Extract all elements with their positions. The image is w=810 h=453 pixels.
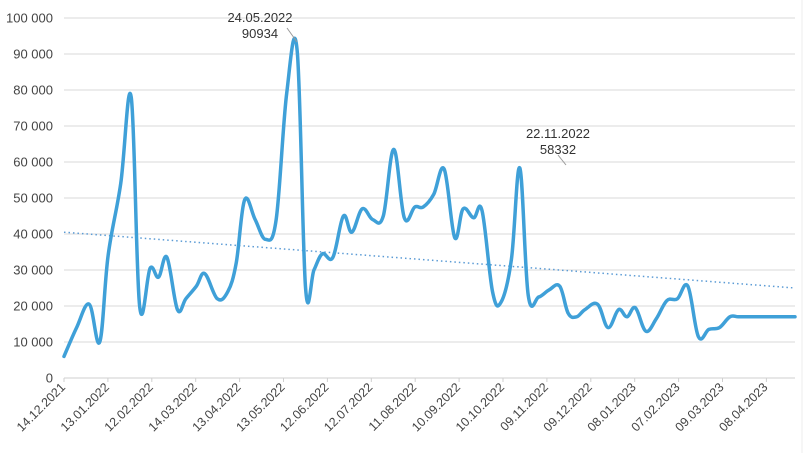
y-tick-label: 0 bbox=[46, 371, 53, 386]
y-tick-label: 90 000 bbox=[13, 47, 53, 62]
y-tick-label: 80 000 bbox=[13, 83, 53, 98]
y-tick-label: 30 000 bbox=[13, 263, 53, 278]
data-series-line bbox=[62, 36, 797, 359]
annotation-leader-2 bbox=[557, 154, 567, 166]
annotations: 24.05.2022 90934 22.11.2022 58332 bbox=[227, 10, 590, 166]
annotation-leader-1 bbox=[286, 27, 298, 43]
annotation-date-2: 22.11.2022 bbox=[526, 126, 590, 141]
y-tick-label: 50 000 bbox=[13, 191, 53, 206]
y-tick-label: 40 000 bbox=[13, 227, 53, 242]
y-tick-label: 20 000 bbox=[13, 299, 53, 314]
annotation-value-2: 58332 bbox=[540, 142, 576, 157]
trendline bbox=[63, 231, 796, 289]
y-tick-label: 10 000 bbox=[13, 335, 53, 350]
y-tick-label: 60 000 bbox=[13, 155, 53, 170]
gridlines bbox=[64, 17, 795, 343]
annotation-date-1: 24.05.2022 bbox=[227, 10, 292, 25]
y-tick-label: 100 000 bbox=[6, 11, 53, 26]
y-axis: 0 10 000 20 000 30 000 40 000 50 000 60 000 70 … bbox=[6, 11, 53, 386]
y-tick-label: 70 000 bbox=[13, 119, 53, 134]
annotation-value-1: 90934 bbox=[242, 26, 278, 41]
